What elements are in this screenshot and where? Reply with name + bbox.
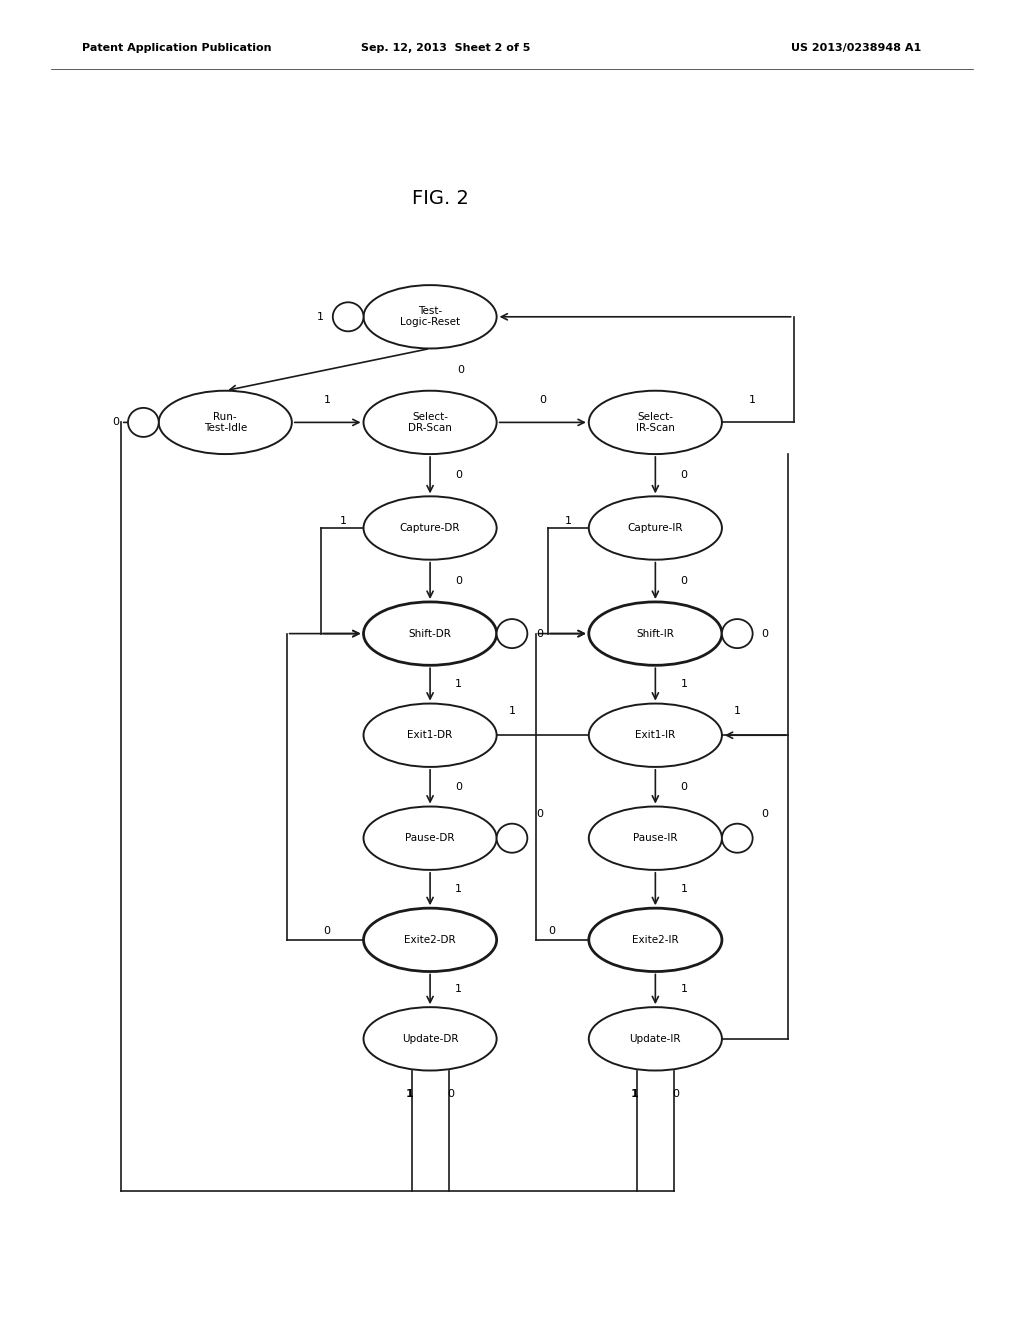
Text: Capture-IR: Capture-IR	[628, 523, 683, 533]
Text: US 2013/0238948 A1: US 2013/0238948 A1	[792, 42, 922, 53]
Text: Exit1-IR: Exit1-IR	[635, 730, 676, 741]
Text: Exite2-DR: Exite2-DR	[404, 935, 456, 945]
Text: 1: 1	[456, 680, 462, 689]
Text: Capture-DR: Capture-DR	[399, 523, 461, 533]
Text: 1: 1	[565, 516, 571, 527]
Text: 0: 0	[762, 628, 768, 639]
Text: 1: 1	[456, 884, 462, 894]
Text: Shift-DR: Shift-DR	[409, 628, 452, 639]
Ellipse shape	[364, 908, 497, 972]
Ellipse shape	[364, 391, 497, 454]
Text: Pause-IR: Pause-IR	[633, 833, 678, 843]
Ellipse shape	[589, 496, 722, 560]
Text: Pause-DR: Pause-DR	[406, 833, 455, 843]
Ellipse shape	[128, 408, 159, 437]
Text: Select-
DR-Scan: Select- DR-Scan	[409, 412, 452, 433]
Text: 1: 1	[340, 516, 346, 527]
Ellipse shape	[722, 619, 753, 648]
Ellipse shape	[589, 704, 722, 767]
Text: 0: 0	[673, 1089, 679, 1100]
Ellipse shape	[589, 807, 722, 870]
Ellipse shape	[364, 496, 497, 560]
Ellipse shape	[589, 1007, 722, 1071]
Ellipse shape	[333, 302, 364, 331]
Text: Run-
Test-Idle: Run- Test-Idle	[204, 412, 247, 433]
Ellipse shape	[589, 391, 722, 454]
Text: Exite2-IR: Exite2-IR	[632, 935, 679, 945]
Text: 1: 1	[734, 706, 740, 717]
Text: 1: 1	[681, 680, 687, 689]
Text: Update-IR: Update-IR	[630, 1034, 681, 1044]
Text: 1: 1	[325, 395, 331, 405]
Text: Sep. 12, 2013  Sheet 2 of 5: Sep. 12, 2013 Sheet 2 of 5	[360, 42, 530, 53]
Ellipse shape	[589, 908, 722, 972]
Text: 0: 0	[540, 395, 546, 405]
Text: 0: 0	[549, 925, 555, 936]
Text: 1: 1	[631, 1089, 639, 1100]
Text: 0: 0	[456, 576, 462, 586]
Text: 1: 1	[681, 884, 687, 894]
Ellipse shape	[589, 602, 722, 665]
Text: 0: 0	[447, 1089, 454, 1100]
Text: 0: 0	[681, 576, 687, 586]
Text: 0: 0	[681, 470, 687, 480]
Text: 1: 1	[509, 706, 515, 717]
Text: 0: 0	[113, 417, 119, 428]
Ellipse shape	[497, 619, 527, 648]
Text: 1: 1	[750, 395, 756, 405]
Text: 0: 0	[324, 925, 330, 936]
Text: 1: 1	[681, 985, 687, 994]
Text: 0: 0	[537, 809, 543, 820]
Ellipse shape	[364, 285, 497, 348]
Text: 0: 0	[456, 470, 462, 480]
Text: FIG. 2: FIG. 2	[412, 189, 469, 207]
Ellipse shape	[364, 602, 497, 665]
Text: 0: 0	[681, 781, 687, 792]
Text: Exit1-DR: Exit1-DR	[408, 730, 453, 741]
Ellipse shape	[364, 704, 497, 767]
Ellipse shape	[159, 391, 292, 454]
Text: Test-
Logic-Reset: Test- Logic-Reset	[400, 306, 460, 327]
Text: 1: 1	[456, 985, 462, 994]
Text: Update-DR: Update-DR	[401, 1034, 459, 1044]
Text: 0: 0	[456, 781, 462, 792]
Text: 0: 0	[458, 364, 464, 375]
Ellipse shape	[497, 824, 527, 853]
Ellipse shape	[722, 824, 753, 853]
Ellipse shape	[364, 807, 497, 870]
Text: Select-
IR-Scan: Select- IR-Scan	[636, 412, 675, 433]
Text: Patent Application Publication: Patent Application Publication	[82, 42, 271, 53]
Text: 1: 1	[317, 312, 324, 322]
Ellipse shape	[364, 1007, 497, 1071]
Text: 0: 0	[762, 809, 768, 820]
Text: 0: 0	[537, 628, 543, 639]
Text: Shift-IR: Shift-IR	[637, 628, 674, 639]
Text: 1: 1	[406, 1089, 414, 1100]
